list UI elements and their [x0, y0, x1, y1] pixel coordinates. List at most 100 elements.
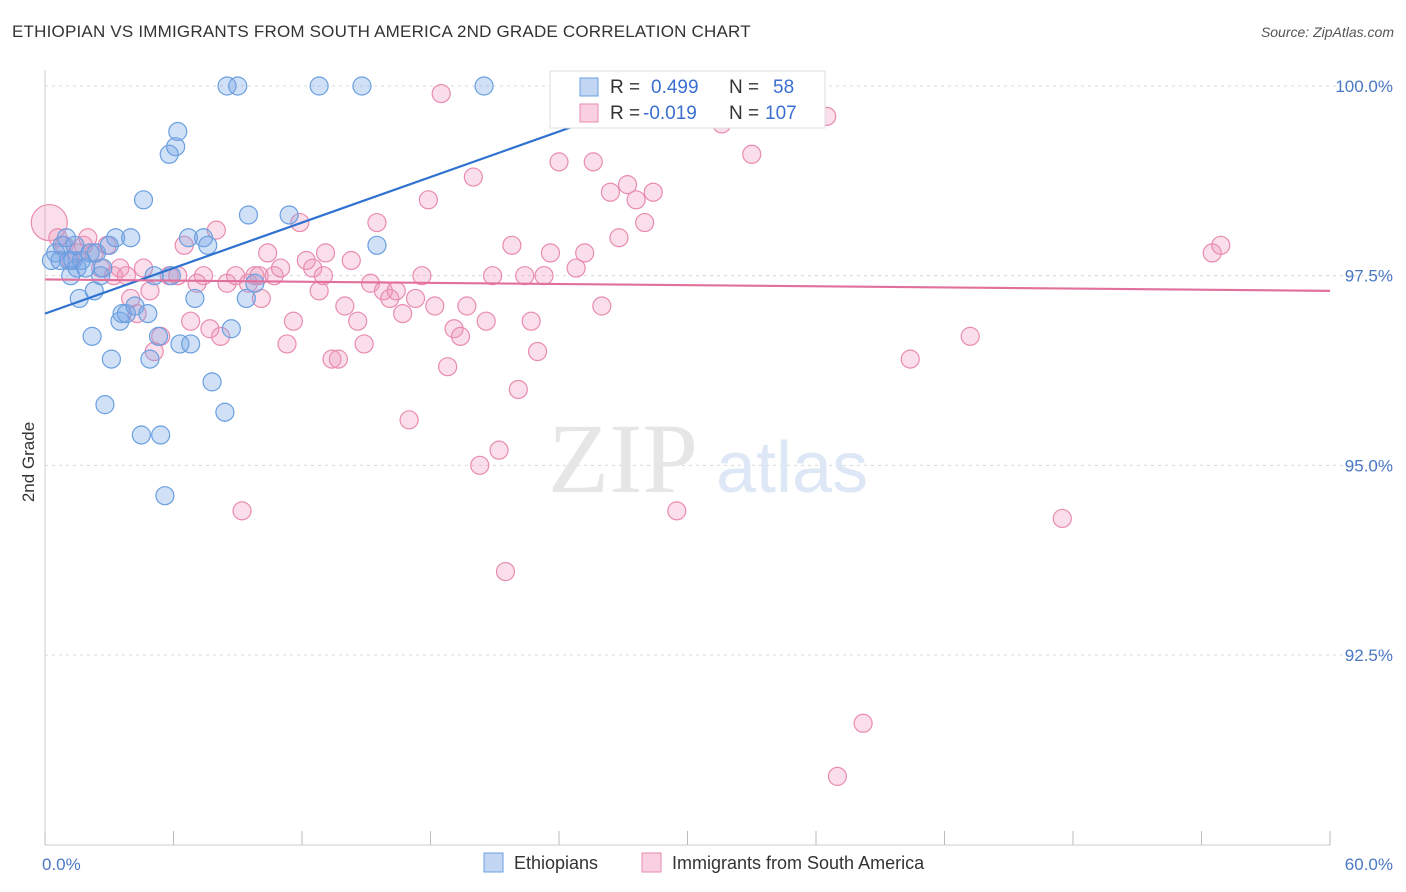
- pink-point-22: [181, 311, 201, 331]
- pink-point-94: [742, 144, 762, 164]
- pink-point-27: [211, 326, 231, 346]
- stats-swatch-ethiopians: [579, 77, 599, 97]
- pink-point-47: [341, 250, 361, 271]
- pink-point-41: [303, 258, 323, 278]
- pink-point-59: [418, 190, 438, 210]
- blue-point-29: [133, 190, 154, 210]
- pink-point-73: [508, 379, 528, 400]
- blue-point-48: [217, 76, 237, 96]
- pink-point-31: [238, 273, 259, 293]
- pink-point-60: [425, 296, 445, 316]
- blue-point-26: [121, 228, 141, 248]
- blue-point-38: [166, 137, 186, 157]
- pink-point-54: [386, 281, 406, 301]
- chart-title: ETHIOPIAN VS IMMIGRANTS FROM SOUTH AMERI…: [12, 22, 751, 41]
- blue-point-50: [228, 76, 248, 96]
- pink-point-40: [296, 250, 316, 271]
- blue-point-52: [238, 205, 259, 225]
- pink-point-75: [521, 311, 541, 331]
- legend-label-immigrants: Immigrants from South America: [672, 853, 925, 873]
- pink-point-55: [393, 304, 413, 324]
- blue-point-33: [148, 326, 169, 346]
- pink-point-16: [140, 281, 160, 301]
- blue-point-12: [76, 258, 96, 278]
- pink-point-87: [617, 175, 638, 195]
- pink-point-38: [283, 311, 304, 331]
- blue-point-42: [185, 288, 205, 309]
- blue-point-55: [309, 76, 329, 96]
- blue-point-54: [279, 205, 299, 225]
- pink-point-90: [643, 182, 663, 202]
- pink-point-56: [399, 410, 419, 430]
- pink-point-58: [412, 266, 432, 286]
- blue-point-57: [367, 235, 387, 255]
- pink-point-34: [258, 243, 278, 263]
- pink-point-86: [609, 228, 629, 248]
- x-tick-label-0: 0.0%: [42, 855, 81, 874]
- pink-point-106: [313, 266, 334, 286]
- legend-swatch-ethiopians: [483, 852, 504, 873]
- x-tick-label-1: 60.0%: [1345, 855, 1393, 874]
- pink-point-43: [315, 243, 336, 263]
- pink-point-98: [853, 713, 873, 733]
- blue-point-14: [82, 326, 102, 346]
- pink-point-74: [515, 266, 535, 286]
- pink-point-63: [444, 319, 464, 339]
- series-ethiopians-points: [41, 76, 676, 506]
- blue-point-22: [106, 228, 126, 248]
- pink-point-23: [187, 273, 207, 293]
- pink-point-51: [367, 212, 387, 233]
- pink-point-70: [489, 440, 509, 460]
- blue-point-53: [245, 273, 265, 293]
- blue-point-43: [178, 228, 199, 248]
- pink-point-30: [232, 501, 252, 521]
- stats-n-value-1: 58: [773, 77, 794, 98]
- blue-point-34: [151, 425, 171, 445]
- pink-point-57: [405, 288, 426, 309]
- y-tick-label-3: 100.0%: [1335, 77, 1393, 96]
- pink-point-99: [900, 349, 920, 369]
- blue-point-30: [138, 304, 158, 324]
- blue-point-21: [101, 349, 121, 369]
- pink-point-69: [483, 266, 503, 286]
- pink-point-32: [245, 266, 265, 286]
- blue-point-56: [352, 76, 372, 96]
- pink-point-35: [264, 266, 284, 286]
- pink-point-78: [540, 243, 561, 263]
- pink-point-83: [583, 152, 603, 172]
- pink-point-91: [667, 501, 687, 521]
- blue-point-13: [80, 243, 100, 263]
- pink-point-84: [592, 296, 612, 316]
- pink-point-11: [110, 258, 130, 278]
- pink-point-14: [127, 304, 147, 324]
- stats-r-label-1: R =: [610, 77, 640, 98]
- pink-point-36: [270, 258, 291, 278]
- chart-source: Source: ZipAtlas.com: [1260, 24, 1394, 40]
- pink-point-49: [354, 334, 374, 354]
- blue-point-19: [95, 395, 115, 415]
- blue-point-40: [170, 334, 190, 354]
- stats-r-value-2: -0.019: [643, 103, 697, 124]
- stats-legend: R = 0.499 N = 58 R = -0.019 N = 107: [549, 70, 826, 129]
- pink-point-76: [527, 341, 548, 362]
- stats-n-value-2: 107: [765, 103, 797, 124]
- pink-point-89: [635, 212, 655, 233]
- blue-point-36: [159, 144, 179, 164]
- pink-point-88: [626, 190, 646, 210]
- blue-point-31: [140, 349, 160, 369]
- pink-point-81: [566, 258, 586, 278]
- gridlines: [45, 85, 1392, 656]
- legend-label-ethiopians: Ethiopians: [514, 853, 598, 873]
- y-axis-title: 2nd Grade: [19, 422, 38, 502]
- pink-point-15: [133, 258, 154, 278]
- stats-n-label-1: N =: [729, 77, 759, 98]
- y-tick-label-0: 92.5%: [1345, 646, 1393, 665]
- blue-point-51: [236, 288, 256, 309]
- pink-point-65: [457, 296, 477, 316]
- stats-r-label-2: R =: [610, 103, 640, 124]
- pink-point-61: [431, 83, 451, 104]
- pink-point-25: [200, 319, 220, 339]
- blue-point-47: [215, 402, 235, 422]
- stats-r-value-1: 0.499: [651, 77, 699, 98]
- series-legend: Ethiopians Immigrants from South America: [483, 852, 925, 873]
